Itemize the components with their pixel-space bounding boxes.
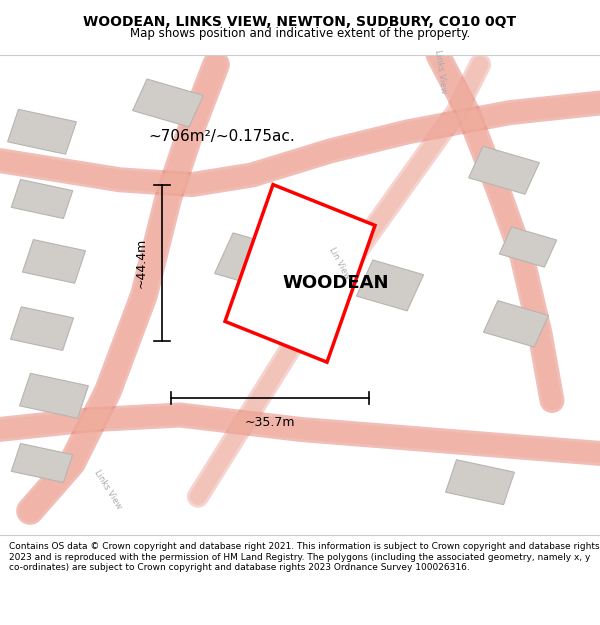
Text: Links View: Links View	[433, 49, 449, 94]
Text: Links View: Links View	[92, 468, 124, 511]
Text: ~706m²/~0.175ac.: ~706m²/~0.175ac.	[149, 129, 295, 144]
Polygon shape	[8, 109, 76, 154]
Polygon shape	[446, 460, 514, 504]
Polygon shape	[20, 373, 88, 418]
Polygon shape	[11, 179, 73, 219]
Polygon shape	[215, 233, 289, 290]
Text: ~44.4m: ~44.4m	[134, 238, 148, 288]
Text: Map shows position and indicative extent of the property.: Map shows position and indicative extent…	[130, 27, 470, 39]
Polygon shape	[484, 301, 548, 347]
Polygon shape	[11, 444, 73, 483]
Polygon shape	[22, 239, 86, 283]
Polygon shape	[10, 307, 74, 351]
Polygon shape	[133, 79, 203, 127]
Polygon shape	[499, 227, 557, 267]
Polygon shape	[356, 260, 424, 311]
Text: ~35.7m: ~35.7m	[245, 416, 295, 429]
Text: WOODEAN: WOODEAN	[283, 274, 389, 292]
Text: Contains OS data © Crown copyright and database right 2021. This information is : Contains OS data © Crown copyright and d…	[9, 542, 599, 572]
Polygon shape	[225, 184, 375, 362]
Text: WOODEAN, LINKS VIEW, NEWTON, SUDBURY, CO10 0QT: WOODEAN, LINKS VIEW, NEWTON, SUDBURY, CO…	[83, 16, 517, 29]
Text: Lin View: Lin View	[327, 246, 351, 281]
Polygon shape	[469, 146, 539, 194]
